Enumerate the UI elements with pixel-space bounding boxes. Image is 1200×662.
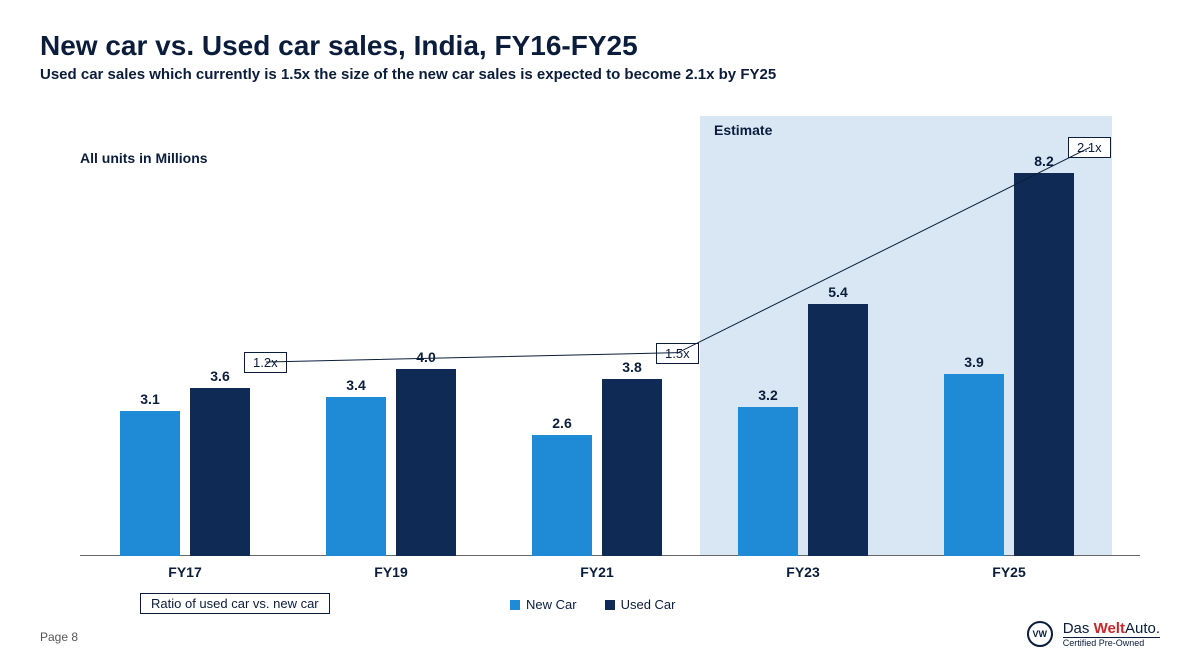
category-label: FY19 <box>326 564 456 580</box>
legend-swatch <box>510 600 520 610</box>
chart-area: Estimate3.13.6FY173.44.0FY192.63.8FY213.… <box>80 136 1140 556</box>
slide: New car vs. Used car sales, India, FY16-… <box>0 0 1200 662</box>
brand-line2: Certified Pre-Owned <box>1063 637 1160 648</box>
legend-label: Used Car <box>621 597 676 612</box>
ratio-legend-box: Ratio of used car vs. new car <box>140 593 330 614</box>
bar <box>602 379 662 556</box>
bar-value-label: 4.0 <box>391 349 461 365</box>
bar-value-label: 3.9 <box>939 354 1009 370</box>
bar-value-label: 3.2 <box>733 387 803 403</box>
bar <box>808 304 868 556</box>
legend-item-used-car: Used Car <box>605 597 676 612</box>
chart-title: New car vs. Used car sales, India, FY16-… <box>40 30 1160 62</box>
legend: New Car Used Car <box>510 597 676 612</box>
bar-value-label: 3.1 <box>115 391 185 407</box>
category-label: FY21 <box>532 564 662 580</box>
bar-value-label: 2.6 <box>527 415 597 431</box>
vw-logo-icon: VW <box>1027 621 1053 647</box>
bar <box>396 369 456 556</box>
estimate-label: Estimate <box>714 122 772 138</box>
bar <box>532 435 592 556</box>
page-number: Page 8 <box>40 630 78 644</box>
bar <box>1014 173 1074 556</box>
brand-text: Das WeltAuto. Certified Pre-Owned <box>1063 621 1160 648</box>
bar <box>326 397 386 556</box>
bar <box>120 411 180 556</box>
legend-label: New Car <box>526 597 577 612</box>
bar <box>190 388 250 556</box>
ratio-box: 1.5x <box>656 343 699 364</box>
legend-swatch <box>605 600 615 610</box>
bar <box>944 374 1004 556</box>
bar-value-label: 5.4 <box>803 284 873 300</box>
bar <box>738 407 798 556</box>
brand-line1: Das WeltAuto. <box>1063 621 1160 637</box>
legend-item-new-car: New Car <box>510 597 577 612</box>
category-label: FY23 <box>738 564 868 580</box>
ratio-box: 2.1x <box>1068 137 1111 158</box>
chart-subtitle: Used car sales which currently is 1.5x t… <box>40 66 1160 83</box>
category-label: FY25 <box>944 564 1074 580</box>
category-label: FY17 <box>120 564 250 580</box>
bar-value-label: 3.4 <box>321 377 391 393</box>
ratio-box: 1.2x <box>244 352 287 373</box>
brand-lockup: VW Das WeltAuto. Certified Pre-Owned <box>1027 621 1160 648</box>
